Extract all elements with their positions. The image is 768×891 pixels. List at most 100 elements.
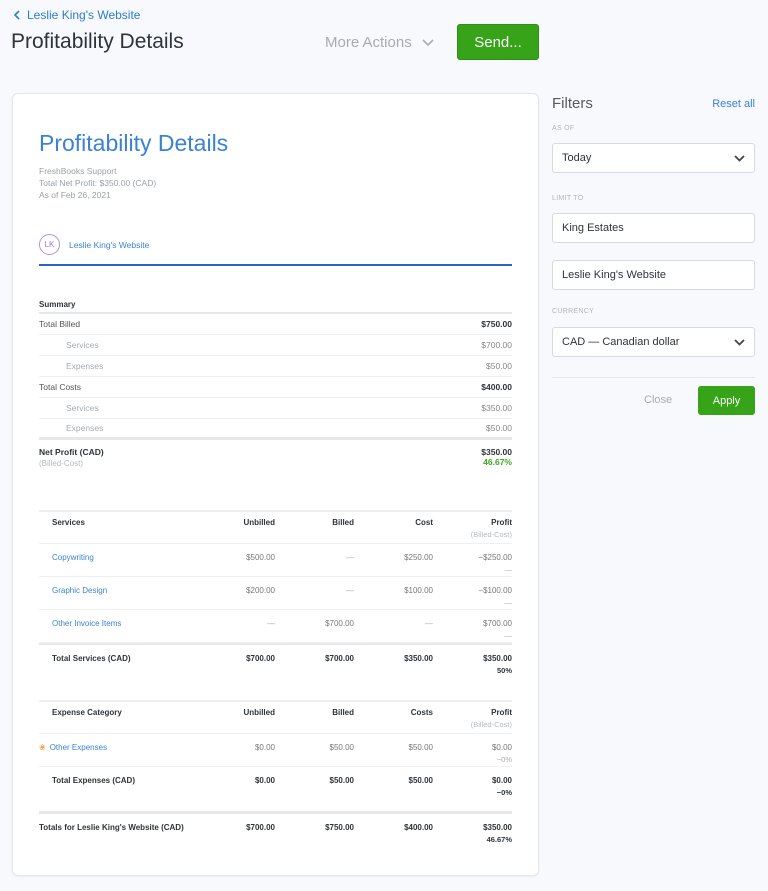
currency-value: CAD — Canadian dollar <box>562 336 680 348</box>
total-label: Total Expenses (CAD) <box>52 776 135 785</box>
breadcrumb-label: Leslie King's Website <box>27 8 141 22</box>
total-cost: $350.00 <box>404 654 433 663</box>
grand-total-unbilled: $700.00 <box>246 823 275 832</box>
total-billed: $50.00 <box>329 776 354 785</box>
col-billed: Billed <box>332 518 354 527</box>
currency-select[interactable]: CAD — Canadian dollar <box>552 327 755 357</box>
profit-value: $700.00 <box>483 619 512 628</box>
chevron-down-icon <box>734 338 745 346</box>
chevron-down-icon <box>422 38 434 46</box>
breadcrumb-back-link[interactable]: Leslie King's Website <box>13 8 140 22</box>
chevron-left-icon <box>13 10 20 20</box>
summary-label: Total Billed <box>39 319 81 329</box>
reset-all-link[interactable]: Reset all <box>712 98 755 110</box>
summary-value: $50.00 <box>486 361 512 371</box>
as-of-value: Today <box>562 152 592 164</box>
expenses-table: Expense Category Unbilled Billed Costs P… <box>39 700 512 800</box>
total-billed: $700.00 <box>325 654 354 663</box>
cell-profit: $0.00 −0% <box>433 743 512 766</box>
summary-header: Summary <box>39 300 512 314</box>
cell-cost: $100.00 <box>404 586 433 595</box>
total-row: Total Services (CAD) $700.00 $700.00 $35… <box>39 643 512 676</box>
net-profit-formula: (Billed-Cost) <box>39 459 84 468</box>
filters-panel: Filters Reset all As of Today Limit to K… <box>552 95 755 415</box>
table-row: Graphic Design $200.00 — $100.00 −$100.0… <box>39 577 512 610</box>
summary-row: Services $350.00 <box>39 398 512 419</box>
total-cost: $50.00 <box>408 776 433 785</box>
expense-category-icon: ❀ <box>39 743 46 752</box>
service-link[interactable]: Copywriting <box>52 553 94 562</box>
avatar: LK <box>39 234 60 255</box>
total-unbilled: $0.00 <box>254 776 275 785</box>
col-billed: Billed <box>332 708 354 717</box>
total-unbilled: $700.00 <box>246 654 275 663</box>
table-header: Expense Category Unbilled Billed Costs P… <box>39 700 512 734</box>
currency-label: Currency <box>552 308 595 315</box>
profit-percent: −0% <box>496 788 512 797</box>
table-header: Services Unbilled Billed Cost Profit (Bi… <box>39 510 512 544</box>
summary-label: Total Costs <box>39 382 82 392</box>
total-profit: $0.00 −0% <box>433 776 512 800</box>
col-costs: Costs <box>410 708 433 717</box>
net-profit-percent: 46.67% <box>483 457 512 467</box>
col-profit: Profit (Billed-Cost) <box>433 518 512 543</box>
profit-value: $0.00 <box>491 776 512 785</box>
summary-label: Expenses <box>66 361 104 371</box>
profit-value: −$100.00 <box>478 586 512 595</box>
close-button[interactable]: Close <box>644 394 673 406</box>
summary-row: Services $700.00 <box>39 335 512 356</box>
col-expense-category: Expense Category <box>52 708 122 717</box>
client-field[interactable]: King Estates <box>552 213 755 243</box>
send-button[interactable]: Send... <box>457 24 539 60</box>
cell-unbilled: — <box>267 619 275 628</box>
chevron-down-icon <box>734 154 745 162</box>
profit-value: −$250.00 <box>478 553 512 562</box>
cell-cost: $250.00 <box>404 553 433 562</box>
summary-row: Expenses $50.00 <box>39 356 512 377</box>
table-row: Other Invoice Items — $700.00 — $700.00 … <box>39 610 512 643</box>
company-name: FreshBooks Support <box>39 166 117 176</box>
summary-section: Summary Total Billed $750.00 Services $7… <box>39 300 512 468</box>
col-profit-sub: (Billed-Cost) <box>470 720 512 729</box>
expense-label: Other Expenses <box>49 743 108 752</box>
cell-profit: $700.00 — <box>433 619 512 642</box>
summary-label: Services <box>66 340 99 350</box>
cell-cost: — <box>425 619 433 628</box>
as-of-select[interactable]: Today <box>552 143 755 173</box>
summary-label: Services <box>66 403 99 413</box>
report-meta: FreshBooks Support Total Net Profit: $35… <box>39 165 156 201</box>
cell-profit: −$100.00 — <box>433 586 512 609</box>
summary-row: Total Costs $400.00 <box>39 377 512 398</box>
apply-button[interactable]: Apply <box>698 386 755 415</box>
summary-value: $700.00 <box>481 340 512 350</box>
net-profit-value: $350.00 <box>481 447 512 457</box>
profit-percent: −0% <box>496 755 512 764</box>
more-actions-dropdown[interactable]: More Actions <box>325 34 434 51</box>
total-net-profit: Total Net Profit: $350.00 (CAD) <box>39 178 157 188</box>
project-field[interactable]: Leslie King's Website <box>552 260 755 290</box>
active-tab-indicator <box>39 264 512 266</box>
summary-value: $400.00 <box>481 382 512 392</box>
total-label: Total Services (CAD) <box>52 654 131 663</box>
col-profit: Profit (Billed-Cost) <box>433 708 512 733</box>
net-profit-label: Net Profit (CAD) <box>39 447 104 457</box>
col-cost: Cost <box>415 518 433 527</box>
profit-percent: — <box>504 565 513 574</box>
grand-total-billed: $750.00 <box>325 823 354 832</box>
summary-value: $750.00 <box>481 319 512 329</box>
top-bar: Leslie King's Website Profitability Deta… <box>0 0 768 80</box>
profit-value: $350.00 <box>483 823 512 832</box>
filters-divider <box>552 377 755 378</box>
limit-to-label: Limit to <box>552 195 584 202</box>
profit-percent: — <box>504 598 513 607</box>
expense-link[interactable]: ❀ Other Expenses <box>39 743 207 766</box>
service-link[interactable]: Graphic Design <box>52 586 108 595</box>
col-services: Services <box>52 518 85 527</box>
service-link[interactable]: Other Invoice Items <box>52 619 122 628</box>
profit-percent: — <box>504 631 513 640</box>
summary-row: Expenses $50.00 <box>39 419 512 440</box>
tab-client-project[interactable]: LK Leslie King's Website <box>39 234 149 255</box>
table-row: Copywriting $500.00 — $250.00 −$250.00 — <box>39 544 512 577</box>
more-actions-label: More Actions <box>325 34 412 51</box>
total-row: Total Expenses (CAD) $0.00 $50.00 $50.00… <box>39 767 512 800</box>
